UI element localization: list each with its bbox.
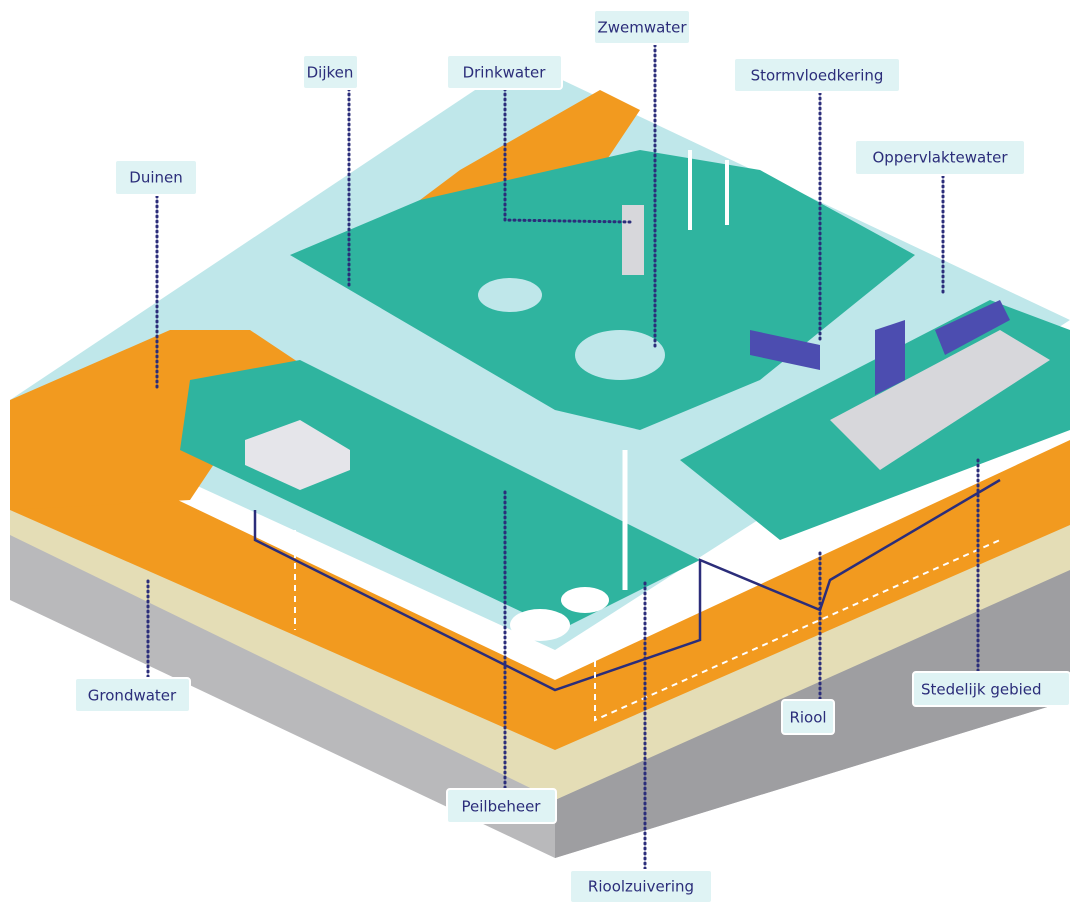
label-box [74, 677, 191, 713]
label: Peilbeheer [462, 798, 542, 816]
sewer-pipe [253, 478, 1001, 692]
label-box [854, 139, 1026, 176]
water-tower [622, 205, 644, 275]
city-pad [830, 330, 1050, 470]
tower-block [875, 320, 905, 395]
label: Stedelijk gebied [921, 681, 1042, 699]
label-box [446, 788, 557, 824]
factory [245, 420, 350, 490]
label-box [733, 57, 901, 93]
label-box [114, 159, 198, 196]
treatment-basin [510, 609, 570, 641]
leader-line [503, 87, 632, 224]
label-box [781, 699, 835, 735]
barrier [750, 330, 820, 370]
label-box [912, 671, 1070, 707]
label: Oppervlaktewater [872, 149, 1008, 167]
orange-layer [10, 420, 1070, 750]
label-box [446, 54, 563, 90]
label-box [302, 54, 359, 90]
label-box [569, 869, 713, 904]
label: Riool [789, 709, 826, 727]
pond [575, 330, 665, 380]
label: Duinen [129, 169, 182, 187]
label: Grondwater [88, 687, 177, 705]
label: Rioolzuivering [588, 878, 694, 896]
label: Drinkwater [463, 64, 547, 82]
label: Dijken [307, 64, 354, 82]
pond [478, 278, 542, 312]
house-row [935, 300, 1010, 355]
land-back [290, 150, 915, 430]
label: Zwemwater [597, 19, 687, 37]
treatment-basin [561, 587, 609, 613]
water-pipe [594, 539, 1001, 722]
label: Stormvloedkering [751, 67, 884, 85]
label-box [593, 9, 691, 45]
